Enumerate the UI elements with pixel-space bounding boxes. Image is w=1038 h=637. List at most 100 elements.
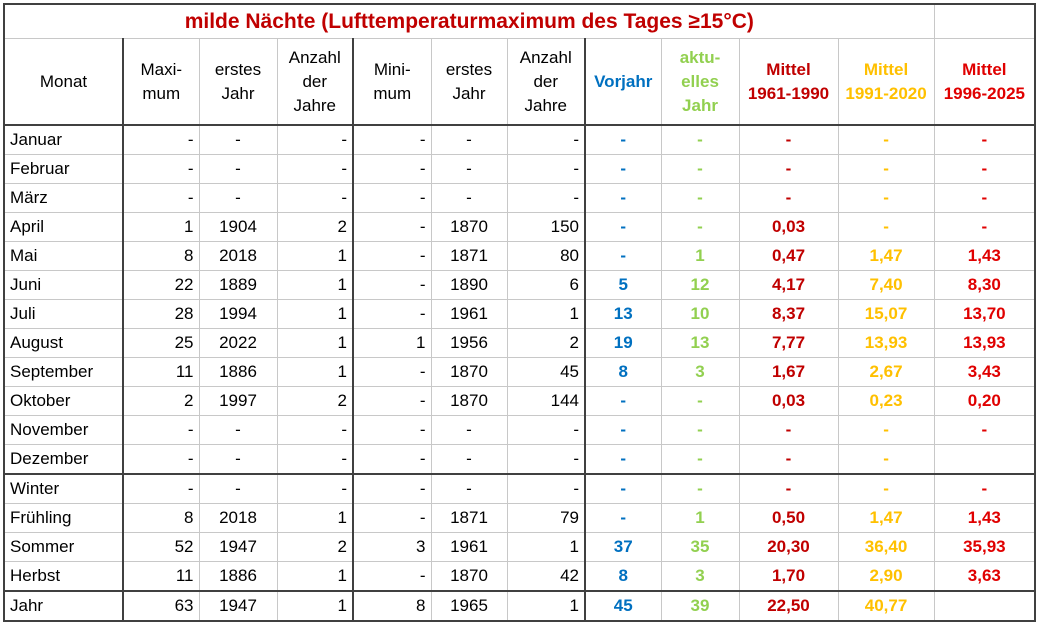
cell-anzahl-min: 150 (506, 212, 586, 242)
cell-monat: September (3, 357, 124, 387)
cell-mittel-1996-2025: - (933, 473, 1037, 504)
cell-erstes-jahr-max: - (198, 154, 278, 184)
cell-aktuelles-jahr: 35 (660, 532, 740, 562)
cell-erstes-jahr-max: 1886 (198, 561, 278, 592)
cell-mittel-1991-2020: - (837, 212, 935, 242)
cell-erstes-jahr-max: - (198, 124, 278, 155)
cell-anzahl-max: 1 (276, 299, 354, 329)
cell-erstes-jahr-max: - (198, 415, 278, 445)
cell-monat: August (3, 328, 124, 358)
cell-erstes-jahr-max: - (198, 444, 278, 475)
table-row: Herbst 11 1886 1-1870 42 8 3 1,70 2,90 3,63 (3, 561, 1037, 592)
cell-anzahl-max: 1 (276, 241, 354, 271)
cell-erstes-jahr-max: 1997 (198, 386, 278, 416)
cell-mittel-1996-2025: 13,70 (933, 299, 1037, 329)
table-title: milde Nächte (Lufttemperaturmaximum des … (2, 3, 935, 39)
cell-aktuelles-jahr: - (660, 444, 740, 475)
cell-aktuelles-jahr: 13 (660, 328, 740, 358)
cell-anzahl-max: 1 (276, 328, 354, 358)
table-row: September 11 1886 1-1870 45 8 3 1,67 2,67 3,43 (3, 357, 1037, 387)
cell-aktuelles-jahr: 1 (660, 241, 740, 271)
cell-erstes-jahr-min: - (430, 444, 508, 475)
cell-monat: Januar (3, 124, 124, 155)
cell-maximum: - (122, 444, 200, 475)
table-row: November - - - - - - - - - - - (3, 415, 1037, 445)
cell-anzahl-max: 1 (276, 561, 354, 592)
cell-aktuelles-jahr: - (660, 183, 740, 213)
cell-maximum: 11 (122, 357, 200, 387)
cell-vorjahr: - (584, 154, 662, 184)
cell-anzahl-min: 1 (506, 299, 586, 329)
cell-mittel-1996-2025: 0,20 (933, 386, 1037, 416)
cell-mittel-1961-1990: 1,70 (738, 561, 839, 592)
cell-mittel-1991-2020: 1,47 (837, 241, 935, 271)
cell-anzahl-min: - (506, 154, 586, 184)
cell-erstes-jahr-min: 1961 (430, 299, 508, 329)
cell-aktuelles-jahr: - (660, 212, 740, 242)
cell-mittel-1991-2020: 36,40 (837, 532, 935, 562)
cell-maximum: 8 (122, 503, 200, 533)
cell-erstes-jahr-max: - (198, 183, 278, 213)
cell-mittel-1961-1990: - (738, 415, 839, 445)
cell-erstes-jahr-min: 1890 (430, 270, 508, 300)
cell-mittel-1961-1990: - (738, 473, 839, 504)
cell-erstes-jahr-max: 1889 (198, 270, 278, 300)
header-anzahl-min: Anzahl der Jahre (506, 38, 586, 126)
cell-erstes-jahr-min: 1871 (430, 503, 508, 533)
cell-erstes-jahr-min: - (430, 183, 508, 213)
title-empty-cell (933, 3, 1037, 39)
cell-anzahl-min: 79 (506, 503, 586, 533)
cell-vorjahr: - (584, 124, 662, 155)
header-anzahl-max: Anzahl der Jahre (276, 38, 354, 126)
cell-anzahl-max: - (276, 444, 354, 475)
cell-maximum: 2 (122, 386, 200, 416)
cell-mittel-1996-2025: - (933, 183, 1037, 213)
cell-mittel-1991-2020: - (837, 415, 935, 445)
cell-vorjahr: - (584, 415, 662, 445)
cell-aktuelles-jahr: 1 (660, 503, 740, 533)
table-row: Dezember - - - - - - - - - - (3, 444, 1037, 475)
cell-mittel-1996-2025: 1,43 (933, 241, 1037, 271)
cell-mittel-1996-2025 (933, 590, 1037, 622)
cell-anzahl-max: 2 (276, 212, 354, 242)
cell-aktuelles-jahr: 39 (660, 590, 740, 622)
cell-erstes-jahr-max: 1994 (198, 299, 278, 329)
cell-maximum: - (122, 473, 200, 504)
cell-aktuelles-jahr: - (660, 124, 740, 155)
cell-minimum: - (352, 124, 432, 155)
cell-mittel-1961-1990: 7,77 (738, 328, 839, 358)
cell-anzahl-min: - (506, 473, 586, 504)
cell-minimum: - (352, 444, 432, 475)
cell-mittel-1961-1990: 0,47 (738, 241, 839, 271)
cell-mittel-1996-2025: - (933, 124, 1037, 155)
cell-mittel-1996-2025: 13,93 (933, 328, 1037, 358)
cell-vorjahr: 8 (584, 561, 662, 592)
cell-aktuelles-jahr: 3 (660, 357, 740, 387)
table-row: Winter - - - - - - - - - - - (3, 473, 1037, 504)
cell-aktuelles-jahr: - (660, 386, 740, 416)
cell-mittel-1996-2025: 8,30 (933, 270, 1037, 300)
cell-erstes-jahr-min: 1870 (430, 386, 508, 416)
cell-mittel-1991-2020: 7,40 (837, 270, 935, 300)
cell-minimum: - (352, 503, 432, 533)
cell-monat: Frühling (3, 503, 124, 533)
cell-vorjahr: - (584, 241, 662, 271)
table-row: April 1 1904 2-1870 150- -0,03- - (3, 212, 1037, 242)
mild-nights-table: milde Nächte (Lufttemperaturmaximum des … (2, 3, 1037, 622)
cell-minimum: 3 (352, 532, 432, 562)
cell-monat: Februar (3, 154, 124, 184)
cell-mittel-1991-2020: - (837, 473, 935, 504)
header-erstes-jahr-min: erstes Jahr (430, 38, 508, 126)
header-erstes-jahr-max: erstes Jahr (198, 38, 278, 126)
cell-mittel-1961-1990: - (738, 183, 839, 213)
cell-erstes-jahr-min: 1965 (430, 590, 508, 622)
cell-anzahl-max: 2 (276, 532, 354, 562)
cell-mittel-1991-2020: - (837, 183, 935, 213)
cell-anzahl-max: - (276, 124, 354, 155)
cell-mittel-1991-2020: 1,47 (837, 503, 935, 533)
cell-mittel-1961-1990: - (738, 154, 839, 184)
cell-anzahl-min: 6 (506, 270, 586, 300)
table-row: Juni 22 1889 1-1890 6 5 12 4,17 7,40 8,30 (3, 270, 1037, 300)
cell-anzahl-min: 42 (506, 561, 586, 592)
cell-maximum: 63 (122, 590, 200, 622)
